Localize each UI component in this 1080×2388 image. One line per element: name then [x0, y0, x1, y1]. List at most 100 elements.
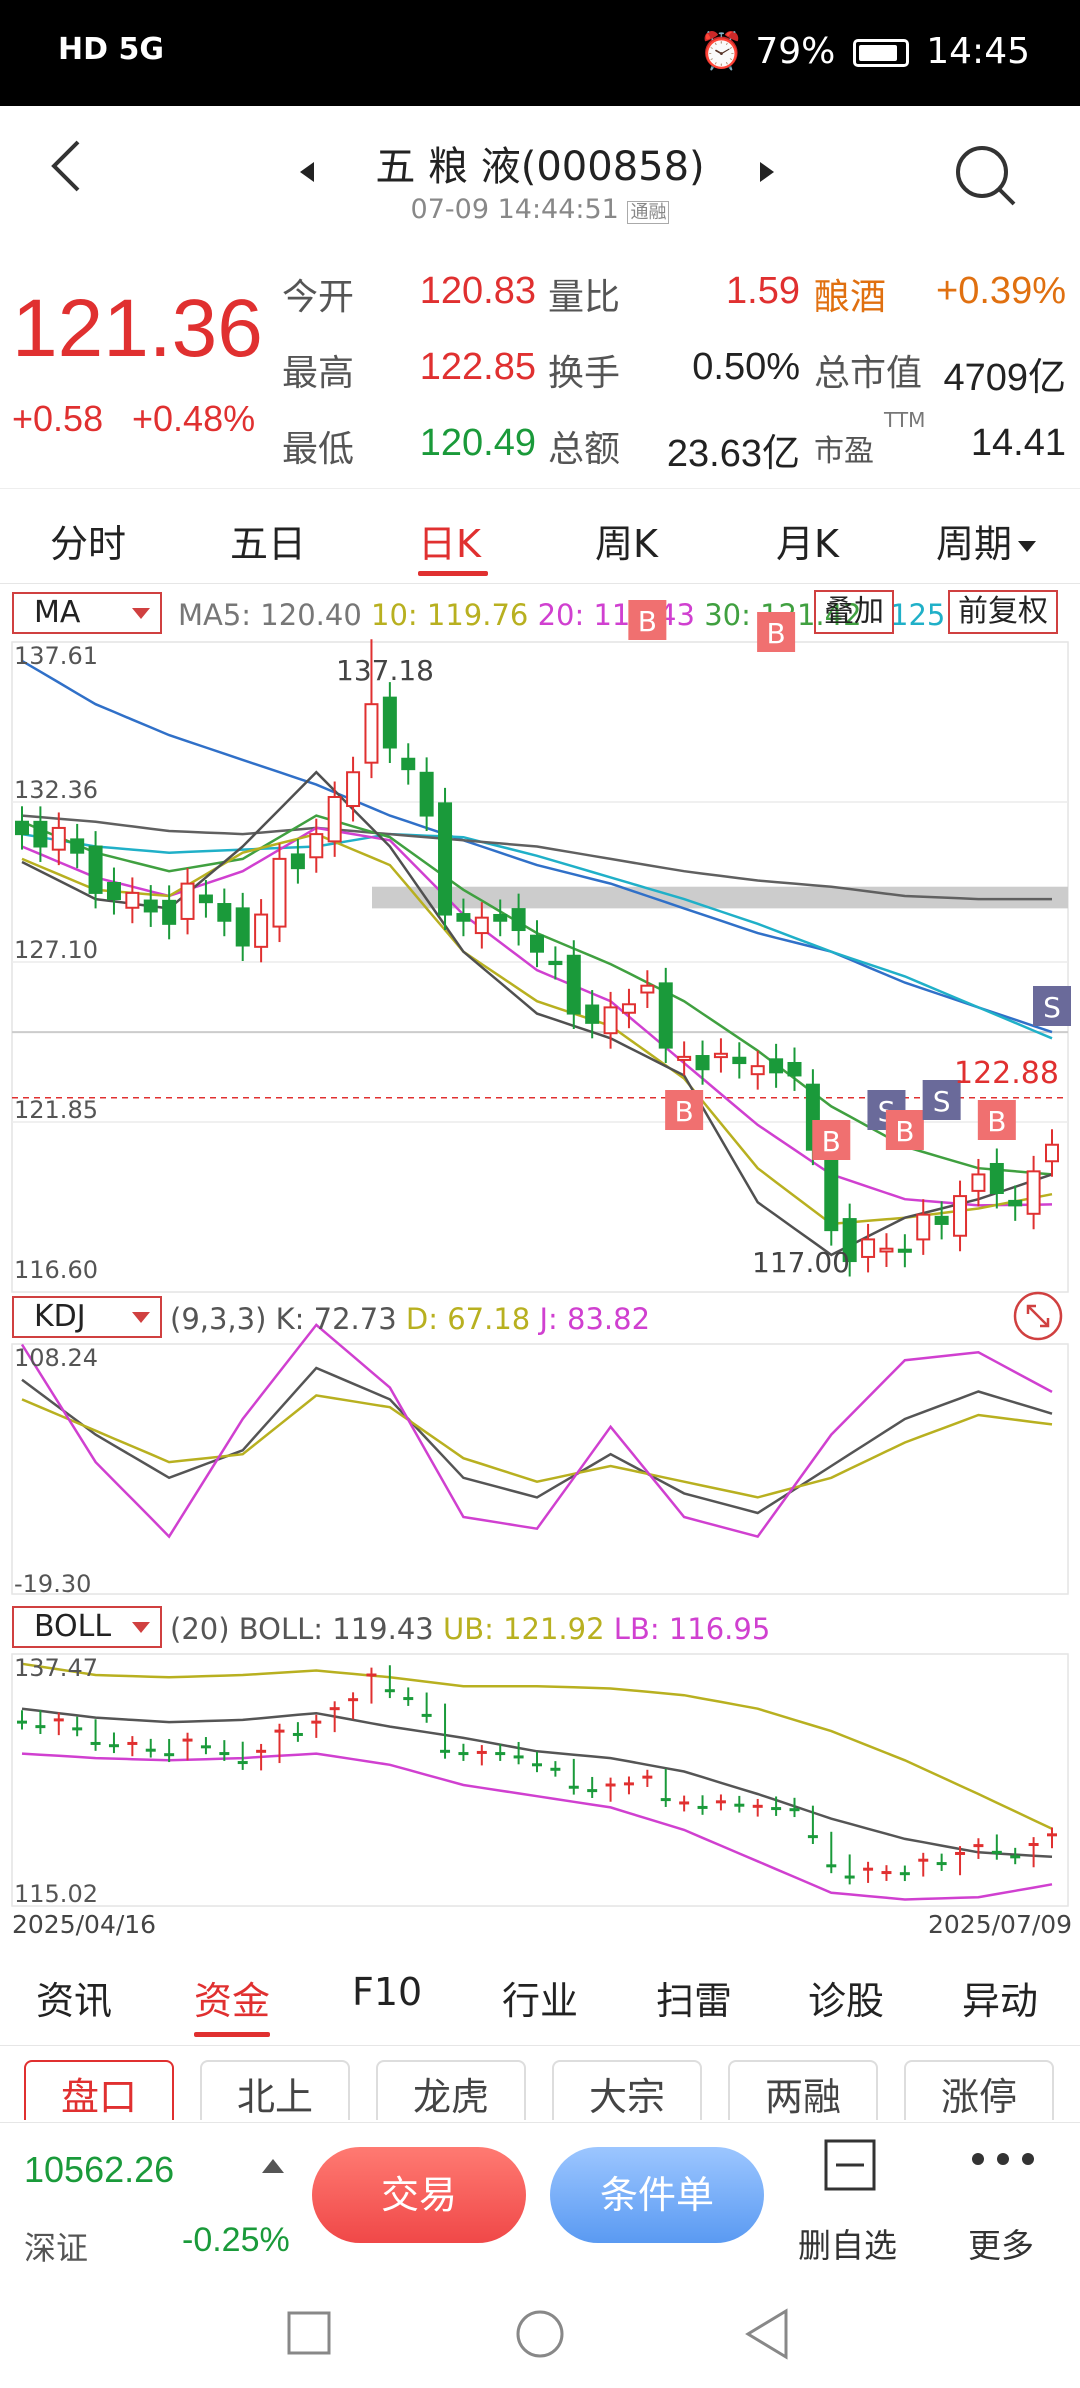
kdj-d-line — [21, 1394, 1053, 1499]
buy-signal-label: B — [638, 605, 657, 638]
candle-body — [732, 1056, 747, 1065]
adjust-button[interactable]: 前复权 — [948, 590, 1058, 634]
high-price-label: 137.18 — [336, 654, 434, 687]
price-change-pct: +0.48% — [132, 398, 256, 439]
tab-monthly-k[interactable]: 月K — [776, 522, 839, 566]
index-value[interactable]: 10562.26 — [24, 2149, 175, 2190]
candle-body — [456, 913, 471, 922]
tab-funds[interactable]: 资金 — [194, 1979, 271, 2023]
kdj-k: K: 72.73 — [275, 1302, 397, 1336]
buy-signal — [885, 1110, 924, 1150]
candle-body — [621, 1003, 636, 1014]
buy-signal — [977, 1100, 1016, 1140]
kdj-y-bottom: -19.30 — [14, 1570, 92, 1598]
boll-select[interactable]: BOLL — [12, 1606, 162, 1648]
resistance-band — [372, 886, 1068, 909]
kdj-k-line — [21, 1366, 1053, 1515]
kline-chart[interactable]: BBBBSBSBS — [0, 586, 1080, 1916]
candle-body — [989, 1162, 1004, 1194]
sell-signal — [1033, 986, 1071, 1026]
quote-value: 0.50% — [692, 346, 800, 388]
period-menu-label: 周期 — [936, 522, 1013, 566]
tab-f10[interactable]: F10 — [352, 1970, 423, 2014]
sell-signal-label: S — [933, 1085, 951, 1118]
remove-watchlist-icon[interactable] — [822, 2137, 878, 2193]
tab-risk-scan[interactable]: 扫雷 — [656, 1979, 733, 2023]
quote-value: 1.59 — [726, 270, 800, 312]
subtab-order-book[interactable]: 盘口 — [24, 2060, 174, 2120]
candle-body — [382, 696, 397, 749]
candle-body — [640, 984, 655, 994]
candle-body — [530, 934, 544, 953]
candle-body — [15, 820, 29, 836]
panel-frame — [11, 1653, 1069, 1907]
quote-timestamp: 07-09 14:44:51 通融 — [0, 194, 1080, 225]
next-stock-icon[interactable] — [760, 162, 774, 182]
buy-signal-label: B — [675, 1095, 694, 1128]
subtab-limit-up[interactable]: 涨停 — [904, 2060, 1054, 2120]
candle-body — [143, 899, 158, 913]
more-label[interactable]: 更多 — [968, 2226, 1034, 2265]
index-change: -0.25% — [182, 2221, 290, 2259]
boll-upper-line — [21, 1662, 1053, 1830]
candle-body — [916, 1213, 931, 1241]
stock-header: 五 粮 液(000858) 07-09 14:44:51 通融 — [0, 106, 1080, 246]
expand-up-icon[interactable] — [262, 2159, 284, 2173]
more-icon[interactable] — [968, 2149, 1038, 2169]
candle-body — [1026, 1170, 1041, 1215]
boll-legend: (20) BOLL: 119.43 UB: 121.92 LB: 116.95 — [170, 1612, 770, 1646]
tab-diagnose[interactable]: 诊股 — [808, 1979, 885, 2023]
previous-stock-icon[interactable] — [300, 162, 314, 182]
ma-legend: MA5: 120.40 10: 119.76 20: 119.43 30: 12… — [178, 598, 862, 632]
candle-body — [603, 1006, 618, 1035]
panel-frame — [11, 641, 1069, 1293]
back-arrow-icon[interactable] — [40, 136, 100, 196]
quote-panel: 121.36 +0.58 +0.48% 今开 120.83 量比 1.59 酿酒 +0.3… — [0, 246, 1080, 486]
trade-button[interactable]: 交易 — [312, 2147, 526, 2243]
tab-weekly-k[interactable]: 周K — [595, 522, 658, 566]
candle-body — [787, 1061, 802, 1077]
sub-tabs: 盘口 北上 龙虎 大宗 两融 涨停 — [0, 2060, 1080, 2120]
condition-order-button[interactable]: 条件单 — [550, 2147, 764, 2243]
candle-body — [290, 853, 305, 870]
quote-label: 最高 — [282, 353, 355, 394]
nav-back-icon[interactable] — [744, 2308, 790, 2360]
kdj-select[interactable]: KDJ — [12, 1296, 162, 1338]
status-bar: HD 5G ⏰ 79% 14:45 — [0, 0, 1080, 106]
kdj-caret-icon — [132, 1312, 150, 1323]
kdj-legend: (9,3,3) K: 72.73 D: 67.18 J: 83.82 — [170, 1302, 650, 1336]
expand-icon[interactable] — [1012, 1290, 1064, 1342]
ma-y-label-4: 121.85 — [14, 1096, 98, 1124]
tab-industry[interactable]: 行业 — [502, 1979, 579, 2023]
recent-apps-icon[interactable] — [286, 2310, 332, 2356]
subtab-dragon-tiger[interactable]: 龙虎 — [376, 2060, 526, 2120]
low-price-label: 117.00 — [752, 1246, 850, 1279]
boll-lower-line — [21, 1752, 1053, 1901]
home-icon[interactable] — [514, 2308, 566, 2360]
tab-period-menu[interactable]: 周期 — [936, 513, 1037, 568]
candle-body — [364, 703, 379, 764]
remove-watchlist-label[interactable]: 删自选 — [798, 2226, 897, 2265]
tab-daily-k[interactable]: 日K — [418, 522, 481, 566]
overlay-button[interactable]: 叠加 — [814, 590, 894, 634]
candle-body — [971, 1173, 986, 1192]
subtab-northbound[interactable]: 北上 — [200, 2060, 350, 2120]
candle-body — [33, 820, 48, 848]
kdj-d: D: 67.18 — [405, 1302, 531, 1336]
subtab-margin[interactable]: 两融 — [728, 2060, 878, 2120]
tab-intraday[interactable]: 分时 — [50, 522, 127, 566]
tab-news[interactable]: 资讯 — [36, 1979, 113, 2023]
search-icon[interactable] — [952, 142, 1018, 208]
tab-anomaly[interactable]: 异动 — [962, 1979, 1039, 2023]
quote-label: 换手 — [548, 353, 621, 394]
chart-content: BBBBSBSBS — [12, 600, 1071, 1901]
subtab-block-trade[interactable]: 大宗 — [552, 2060, 702, 2120]
candle-body — [419, 771, 434, 817]
sell-signal — [922, 1080, 961, 1120]
tab-five-day[interactable]: 五日 — [230, 522, 307, 566]
price-change: +0.58 — [12, 398, 104, 439]
candle-body — [88, 845, 103, 894]
ma-select[interactable]: MA — [12, 592, 162, 634]
candle-body — [70, 838, 85, 854]
kdj-j: J: 83.82 — [539, 1302, 651, 1336]
